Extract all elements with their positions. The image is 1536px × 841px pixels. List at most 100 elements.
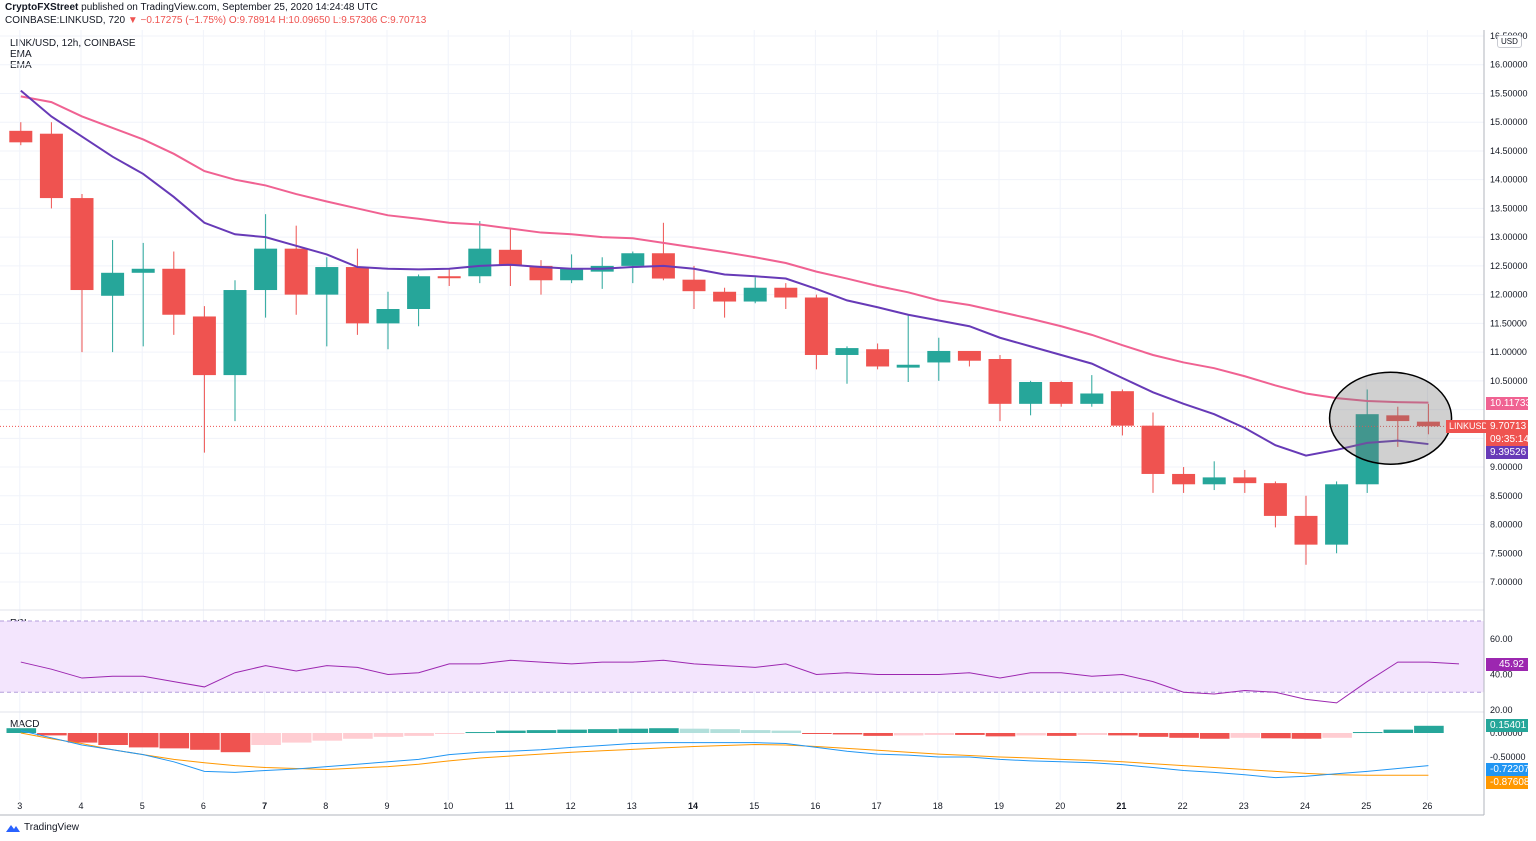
macd-histogram-bar bbox=[1108, 733, 1138, 736]
ema-slow-line bbox=[20, 95, 1429, 404]
macd-histogram-bar bbox=[281, 733, 312, 743]
macd-histogram-bar bbox=[740, 730, 771, 733]
time-tick-label: 12 bbox=[566, 801, 576, 811]
ema-legend-2[interactable]: EMA bbox=[10, 60, 32, 71]
macd-histogram-bar bbox=[587, 729, 618, 733]
last-price-tag: 9.70713 bbox=[1486, 420, 1528, 433]
candle-body bbox=[1386, 415, 1410, 422]
macd-pane bbox=[6, 725, 1444, 779]
macd-line bbox=[20, 730, 1429, 779]
published-on-text: published on TradingView.com, September … bbox=[81, 2, 378, 13]
time-tick-label: 26 bbox=[1422, 801, 1432, 811]
main-pane-title: LINK/USD, 12h, COINBASE bbox=[10, 38, 136, 49]
candle-body bbox=[468, 248, 492, 277]
price-tick-label: 13.00000 bbox=[1490, 232, 1528, 242]
candle-body bbox=[437, 276, 461, 279]
time-tick-label: 17 bbox=[872, 801, 882, 811]
countdown-tag: 09:35:14 bbox=[1486, 433, 1529, 446]
candles bbox=[0, 122, 1484, 565]
macd-histogram-bar bbox=[1322, 733, 1352, 738]
macd-histogram-bar bbox=[98, 733, 128, 745]
candle-body bbox=[101, 272, 125, 296]
candle-body bbox=[1110, 391, 1134, 426]
ema-legend-1[interactable]: EMA bbox=[10, 49, 32, 60]
macd-histogram-bar bbox=[710, 729, 740, 733]
macd-line-tag: -0.72207 bbox=[1486, 763, 1529, 776]
tradingview-logo-text: TradingView bbox=[24, 822, 80, 833]
tradingview-logo[interactable]: TradingView bbox=[5, 822, 79, 833]
price-tick-label: 7.50000 bbox=[1490, 548, 1523, 558]
candle-body bbox=[1355, 414, 1379, 485]
candle-body bbox=[529, 265, 553, 281]
time-tick-label: 25 bbox=[1361, 801, 1371, 811]
candle-body bbox=[162, 268, 186, 315]
currency-badge[interactable]: USD bbox=[1497, 35, 1522, 48]
macd-histogram-bar bbox=[802, 733, 832, 734]
ema-lines bbox=[20, 89, 1453, 465]
macd-histogram-bar bbox=[1138, 733, 1169, 737]
candle-body bbox=[1202, 477, 1226, 485]
symbol-line: COINBASE:LINKUSD, 720 bbox=[5, 15, 126, 26]
ema-slow-tag: 10.11733 bbox=[1486, 397, 1531, 410]
macd-histogram-bar bbox=[1046, 733, 1077, 736]
time-tick-label: 9 bbox=[384, 801, 389, 811]
price-tick-label: 10.50000 bbox=[1490, 376, 1528, 386]
candle-body bbox=[192, 316, 216, 376]
macd-histogram-bar bbox=[557, 729, 587, 733]
macd-histogram-bar bbox=[373, 733, 404, 737]
macd-histogram-bar bbox=[220, 733, 251, 753]
price-tick-label: 7.00000 bbox=[1490, 577, 1523, 587]
publish-header: CryptoFXStreet published on TradingView.… bbox=[5, 2, 378, 13]
macd-histogram-bar bbox=[190, 733, 220, 750]
publisher-name[interactable]: CryptoFXStreet bbox=[5, 2, 79, 13]
macd-histogram-bar bbox=[1016, 733, 1046, 736]
candle-body bbox=[621, 253, 645, 266]
candle-body bbox=[284, 248, 308, 295]
macd-tick-label: 0.00000 bbox=[1490, 728, 1523, 738]
price-tick-label: 14.50000 bbox=[1490, 146, 1528, 156]
macd-histogram-bar bbox=[526, 730, 557, 733]
candle-body bbox=[1416, 421, 1440, 427]
macd-histogram-bar bbox=[924, 733, 955, 735]
axes: 16.5000016.0000015.5000015.0000014.50000… bbox=[17, 31, 1527, 811]
macd-histogram-bar bbox=[893, 733, 924, 736]
candle-body bbox=[407, 276, 431, 309]
macd-histogram-bar bbox=[312, 733, 343, 741]
symbol-header: COINBASE:LINKUSD, 720 ▼ −0.17275 (−1.75%… bbox=[5, 15, 426, 26]
macd-histogram-bar bbox=[985, 733, 1016, 737]
candle-body bbox=[131, 268, 155, 273]
price-tick-label: 11.50000 bbox=[1490, 318, 1527, 328]
candle-body bbox=[682, 279, 706, 292]
rsi-tick-label: 60.00 bbox=[1490, 634, 1513, 644]
candle-body bbox=[1049, 381, 1073, 404]
signal-line-tag: -0.87608 bbox=[1486, 776, 1529, 789]
rsi-tick-label: 40.00 bbox=[1490, 670, 1513, 680]
time-tick-label: 8 bbox=[323, 801, 328, 811]
time-tick-label: 15 bbox=[749, 801, 759, 811]
signal-line bbox=[20, 732, 1429, 776]
candle-body bbox=[315, 267, 339, 295]
macd-histogram-bar bbox=[618, 728, 649, 733]
time-tick-label: 10 bbox=[443, 801, 453, 811]
macd-histogram-bar bbox=[251, 733, 281, 745]
macd-histogram-bar bbox=[496, 730, 526, 733]
macd-histogram-bar bbox=[1414, 725, 1444, 733]
candle-body bbox=[713, 291, 737, 302]
macd-hist-tag: 0.15401 bbox=[1486, 719, 1528, 732]
macd-pane-label[interactable]: MACD bbox=[10, 719, 40, 730]
macd-histogram-bar bbox=[1230, 733, 1261, 738]
candle-body bbox=[9, 130, 33, 143]
time-tick-label: 18 bbox=[933, 801, 943, 811]
highlight-ellipse bbox=[1328, 371, 1453, 465]
candle-body bbox=[927, 350, 951, 363]
rsi-band bbox=[0, 620, 1484, 693]
candle-body bbox=[1233, 477, 1257, 484]
time-tick-label: 20 bbox=[1055, 801, 1065, 811]
candle-body bbox=[1019, 381, 1043, 404]
candle-body bbox=[345, 267, 369, 324]
macd-histogram-bar bbox=[955, 733, 985, 735]
macd-histogram-bar bbox=[434, 733, 465, 734]
macd-histogram-bar bbox=[1199, 733, 1230, 739]
macd-histogram-bar bbox=[863, 733, 893, 736]
